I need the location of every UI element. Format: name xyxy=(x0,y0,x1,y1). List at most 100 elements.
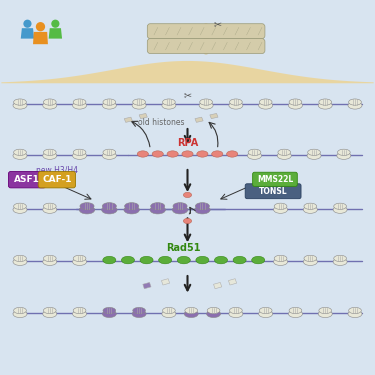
Ellipse shape xyxy=(185,308,198,314)
Ellipse shape xyxy=(318,310,332,318)
Ellipse shape xyxy=(162,308,175,314)
Text: new H3/H4: new H3/H4 xyxy=(36,165,78,174)
FancyBboxPatch shape xyxy=(245,184,301,199)
Ellipse shape xyxy=(124,202,139,210)
FancyBboxPatch shape xyxy=(147,39,265,54)
Polygon shape xyxy=(143,282,151,289)
Ellipse shape xyxy=(288,310,303,318)
Ellipse shape xyxy=(233,256,246,264)
Ellipse shape xyxy=(23,20,32,28)
Ellipse shape xyxy=(13,149,26,156)
Ellipse shape xyxy=(73,308,86,314)
Polygon shape xyxy=(33,32,48,44)
Text: TONSL: TONSL xyxy=(259,187,287,196)
Ellipse shape xyxy=(173,202,187,210)
Ellipse shape xyxy=(73,255,86,261)
Ellipse shape xyxy=(13,255,26,261)
Text: MMS22L: MMS22L xyxy=(257,175,293,184)
Ellipse shape xyxy=(248,152,261,159)
Ellipse shape xyxy=(338,149,350,156)
Ellipse shape xyxy=(259,102,273,109)
Ellipse shape xyxy=(230,308,242,314)
Ellipse shape xyxy=(303,206,317,213)
Ellipse shape xyxy=(289,308,302,314)
Ellipse shape xyxy=(43,258,57,266)
Ellipse shape xyxy=(13,206,27,213)
Ellipse shape xyxy=(333,206,347,213)
Ellipse shape xyxy=(43,206,57,213)
Ellipse shape xyxy=(207,308,220,314)
Ellipse shape xyxy=(44,255,56,261)
Ellipse shape xyxy=(184,310,198,318)
Ellipse shape xyxy=(43,152,57,159)
Ellipse shape xyxy=(133,308,146,314)
Ellipse shape xyxy=(333,258,347,266)
Ellipse shape xyxy=(73,99,86,105)
Ellipse shape xyxy=(197,151,208,157)
Ellipse shape xyxy=(102,202,116,210)
Ellipse shape xyxy=(162,310,176,318)
Ellipse shape xyxy=(102,152,116,159)
Polygon shape xyxy=(49,28,62,39)
Ellipse shape xyxy=(167,151,178,157)
Ellipse shape xyxy=(319,99,332,105)
Ellipse shape xyxy=(51,20,60,28)
Ellipse shape xyxy=(214,256,228,264)
Ellipse shape xyxy=(334,203,346,209)
Ellipse shape xyxy=(199,102,213,109)
Ellipse shape xyxy=(122,256,135,264)
Ellipse shape xyxy=(277,152,291,159)
Ellipse shape xyxy=(13,310,27,318)
Polygon shape xyxy=(228,279,237,285)
Ellipse shape xyxy=(248,149,261,156)
Ellipse shape xyxy=(102,206,117,214)
Ellipse shape xyxy=(102,310,116,318)
Ellipse shape xyxy=(229,310,243,318)
Polygon shape xyxy=(124,117,132,122)
Ellipse shape xyxy=(103,256,116,264)
Ellipse shape xyxy=(44,99,56,105)
Ellipse shape xyxy=(43,102,57,109)
Ellipse shape xyxy=(182,151,193,157)
Polygon shape xyxy=(162,279,170,285)
Ellipse shape xyxy=(304,255,317,261)
Ellipse shape xyxy=(319,308,332,314)
Polygon shape xyxy=(210,113,218,118)
Ellipse shape xyxy=(349,308,361,314)
Ellipse shape xyxy=(162,102,176,109)
Ellipse shape xyxy=(207,310,220,318)
Ellipse shape xyxy=(348,102,362,109)
Ellipse shape xyxy=(36,22,45,32)
Text: CAF-1: CAF-1 xyxy=(42,175,72,184)
Ellipse shape xyxy=(252,256,265,264)
Ellipse shape xyxy=(274,203,287,209)
Ellipse shape xyxy=(308,149,320,156)
Ellipse shape xyxy=(44,308,56,314)
Text: ASF1: ASF1 xyxy=(14,175,40,184)
Ellipse shape xyxy=(289,99,302,105)
Ellipse shape xyxy=(307,152,321,159)
Polygon shape xyxy=(21,28,34,39)
Ellipse shape xyxy=(303,258,317,266)
Ellipse shape xyxy=(259,310,273,318)
Ellipse shape xyxy=(212,151,223,157)
Ellipse shape xyxy=(288,102,303,109)
Ellipse shape xyxy=(13,203,26,209)
Text: ✂: ✂ xyxy=(213,20,221,30)
Ellipse shape xyxy=(103,308,116,314)
Ellipse shape xyxy=(196,256,209,264)
Polygon shape xyxy=(139,113,147,118)
Ellipse shape xyxy=(13,308,26,314)
Ellipse shape xyxy=(132,310,146,318)
Ellipse shape xyxy=(13,99,26,105)
Ellipse shape xyxy=(150,206,165,214)
Ellipse shape xyxy=(72,152,87,159)
Ellipse shape xyxy=(172,206,188,214)
Ellipse shape xyxy=(102,102,116,109)
Ellipse shape xyxy=(44,149,56,156)
Ellipse shape xyxy=(259,99,272,105)
Ellipse shape xyxy=(162,99,175,105)
Ellipse shape xyxy=(273,258,288,266)
Ellipse shape xyxy=(273,206,288,213)
Ellipse shape xyxy=(278,149,291,156)
